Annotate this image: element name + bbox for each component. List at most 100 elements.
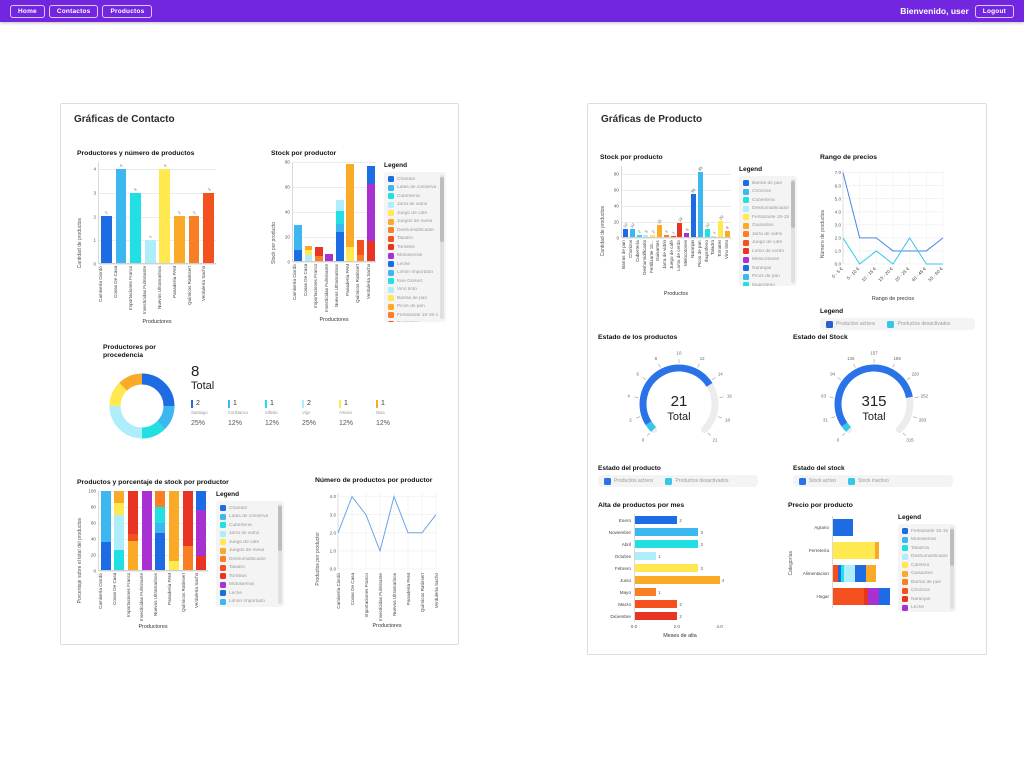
- legend-item-label: Limón Importado: [397, 270, 433, 275]
- legend-item-label: Limón Importado: [229, 599, 265, 604]
- bar: [635, 564, 699, 572]
- legend-scrollbar-thumb[interactable]: [791, 181, 795, 228]
- y-tick-label: 80: [90, 504, 96, 510]
- legend-bar: Productos activos Productos desactivados: [820, 318, 975, 330]
- y-axis-label: Productos por productor: [315, 532, 321, 586]
- legend-item: Latas de conserva: [220, 513, 276, 520]
- y-axis-label: Número de productos: [820, 209, 826, 259]
- donut-legend-item: 1 Coristanco 12%: [228, 399, 257, 427]
- bar-segment: [356, 254, 365, 261]
- bar-segment: [879, 588, 890, 605]
- legend-color-chip: [604, 477, 611, 485]
- bar: [635, 540, 699, 548]
- nav-contactos-button[interactable]: Contactos: [48, 4, 99, 18]
- legend-title: Legend: [739, 166, 763, 173]
- bar-value-label: 3: [643, 228, 649, 234]
- bar-segment: [833, 542, 876, 559]
- chart-title: Productores por procedencia: [103, 344, 156, 360]
- x-tick-label: Químicos Ratinsert: [355, 264, 360, 304]
- svg-text:40 - 45 €: 40 - 45 €: [911, 266, 928, 283]
- legend-item-label: Motosierras: [229, 582, 255, 587]
- bar-segment: [100, 491, 111, 543]
- category-label: Alimentacion: [802, 571, 829, 576]
- category-label: Octubre: [614, 553, 631, 559]
- svg-text:Rango de precios: Rango de precios: [872, 296, 915, 302]
- bar-segment: [335, 223, 344, 233]
- stacked-bar: [833, 519, 890, 536]
- svg-text:1.0: 1.0: [835, 249, 842, 254]
- y-tick-label: 60: [613, 187, 619, 193]
- y-tick-label: 40: [613, 203, 619, 209]
- svg-text:8: 8: [655, 356, 658, 361]
- chart-title: Alta de productos por mes: [598, 502, 685, 509]
- category-label: Mayo: [619, 589, 631, 595]
- legend-scrollbar-track: [950, 527, 954, 609]
- bar-segment: [875, 542, 879, 559]
- item-percent: 12%: [228, 419, 243, 427]
- y-tick-label: 80: [284, 159, 290, 165]
- bar-track: [832, 516, 890, 539]
- legend-item: Guisantes: [902, 570, 948, 577]
- legend-color-chip: [388, 278, 394, 284]
- legend-title: Legend: [384, 162, 408, 169]
- legend-estado-producto: Estado del producto Productos activos Prod…: [598, 459, 758, 487]
- legend-scrollbar-thumb[interactable]: [950, 529, 954, 566]
- bar-segment: [128, 540, 139, 570]
- bar-track: [832, 539, 890, 562]
- svg-text:Importaciones Franco: Importaciones Franco: [364, 573, 369, 618]
- x-tick-label: Deshumidificador: [641, 240, 647, 276]
- logout-button[interactable]: Logout: [974, 4, 1014, 18]
- svg-text:31: 31: [823, 417, 828, 422]
- legend-item: Limón Importado: [388, 269, 438, 276]
- bar: [100, 216, 112, 263]
- legend-color-chip: [220, 505, 226, 511]
- x-tick-label: Camisería Ciordó: [292, 264, 297, 300]
- legend-item-label: Leche: [911, 605, 925, 610]
- x-tick-label: Naranjas: [689, 240, 695, 259]
- nav-productos-button[interactable]: Productos: [102, 4, 153, 18]
- bar-segment: [168, 560, 179, 570]
- bar: [159, 169, 171, 263]
- legend-color-chip: [902, 587, 908, 594]
- stacked-bar: [833, 588, 890, 605]
- legend-title: Legend: [820, 308, 844, 315]
- bar-segment: [833, 519, 854, 536]
- nav-home-button[interactable]: Home: [10, 4, 45, 18]
- bar: [635, 600, 678, 608]
- legend-item: Naranjas: [743, 265, 789, 271]
- svg-text:14: 14: [718, 372, 723, 377]
- bar-segment: [155, 522, 166, 533]
- legend-scrollbar-track: [278, 504, 282, 604]
- y-tick-label: 2: [93, 214, 96, 220]
- legend-item: Vino tinto: [388, 286, 438, 293]
- bar-segment: [315, 256, 323, 261]
- legend-item: Motosierras: [388, 252, 438, 259]
- legend-item-label: Deshumidificador: [752, 206, 789, 211]
- bar-segment: [128, 534, 139, 541]
- category-label: Junio: [620, 577, 631, 583]
- legend-scrollbar-thumb[interactable]: [440, 177, 444, 242]
- chart-title: Precio por producto: [788, 502, 853, 509]
- legend-scrollbar-thumb[interactable]: [278, 506, 282, 551]
- x-tick-label: Insecticidas Fulminante: [323, 264, 329, 313]
- svg-text:4.0: 4.0: [330, 494, 337, 499]
- svg-text:220: 220: [912, 372, 920, 377]
- legend-box: Barras de pan Chorizos Cubertería Deshumidi…: [739, 176, 797, 286]
- bar-value-label: 4: [721, 577, 725, 583]
- bar-segment: [833, 588, 864, 605]
- svg-text:3.0: 3.0: [835, 222, 842, 227]
- bar: [115, 169, 127, 263]
- item-percent: 25%: [302, 419, 317, 427]
- x-tick-label: Panadería PAM: [344, 264, 350, 297]
- svg-text:283: 283: [919, 417, 927, 422]
- x-tick-label: Verdulería Sacho: [201, 266, 207, 302]
- legend-item: Productos desactivados: [887, 320, 951, 328]
- svg-text:7.0: 7.0: [835, 170, 842, 175]
- category-label: Febrero: [614, 565, 631, 571]
- category-label: Enero: [618, 517, 631, 523]
- legend-item-label: Juego de café: [397, 210, 428, 216]
- svg-text:252: 252: [921, 394, 929, 399]
- svg-text:2.0: 2.0: [330, 530, 337, 535]
- legend-item-label: Barras de pan: [397, 295, 428, 301]
- donut: [103, 367, 181, 450]
